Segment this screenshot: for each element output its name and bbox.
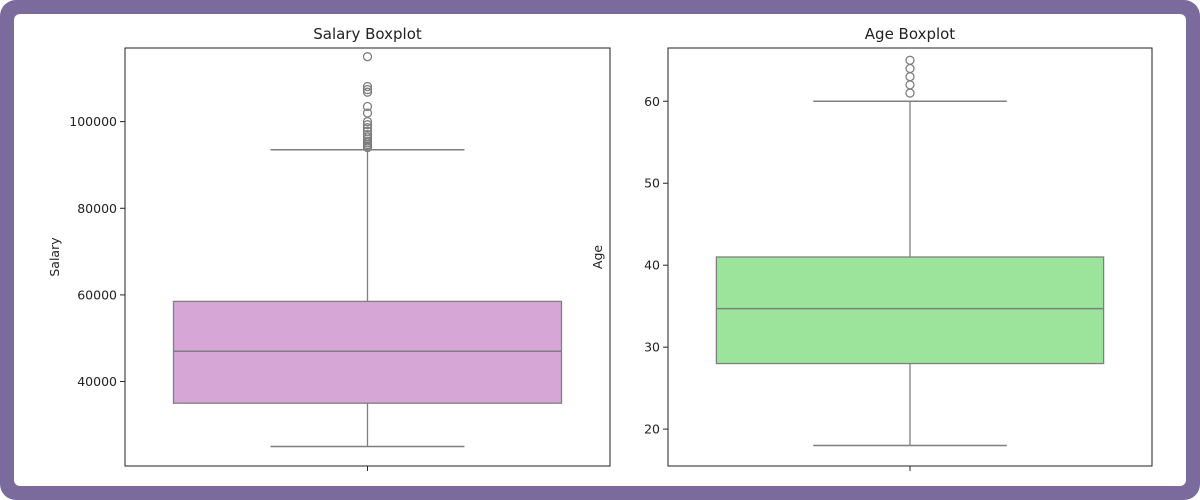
- salary-y-tick-label: 40000: [77, 374, 117, 389]
- salary-y-tick-label: 100000: [69, 114, 117, 129]
- salary-outlier-point: [362, 101, 373, 112]
- age-box: [715, 256, 1105, 365]
- salary-outlier-point: [362, 84, 373, 95]
- salary-outlier-point: [362, 52, 373, 62]
- salary-outlier-point: [362, 123, 373, 133]
- salary-y-tick-label: 60000: [77, 287, 117, 302]
- salary-outlier-point: [362, 129, 373, 140]
- figure-canvas: Salary Boxplot Salary 40000 60000 80000 10000…: [14, 14, 1186, 486]
- salary-outlier-point: [362, 120, 373, 130]
- age-outlier-point: [905, 80, 915, 90]
- age-outlier-point: [905, 88, 915, 98]
- age-outlier-point: [905, 63, 915, 74]
- age-y-tick-label: 50: [644, 176, 660, 191]
- salary-outlier-point: [362, 87, 373, 97]
- boxplot-figure: Salary Boxplot Salary 40000 60000 80000 10000…: [47, 25, 1153, 471]
- age-y-tick-label: 30: [644, 340, 660, 355]
- age-y-tick-label: 20: [644, 422, 660, 437]
- salary-outlier-point: [362, 108, 373, 118]
- salary-outlier-point: [362, 116, 373, 127]
- age-y-tick-label: 60: [644, 94, 660, 109]
- age-outlier-point: [905, 55, 915, 65]
- salary-outlier-point: [362, 126, 373, 136]
- salary-outlier-point: [362, 81, 373, 92]
- salary-box: [172, 300, 563, 404]
- salary-y-tick-label: 80000: [77, 201, 117, 216]
- age-outlier-point: [905, 72, 915, 82]
- age-chart-title: Age Boxplot: [865, 25, 956, 43]
- age-y-axis-label: Age: [590, 245, 605, 269]
- age-y-tick-label: 40: [644, 258, 660, 273]
- salary-y-axis-label: Salary: [47, 237, 62, 277]
- salary-chart-title: Salary Boxplot: [313, 25, 422, 43]
